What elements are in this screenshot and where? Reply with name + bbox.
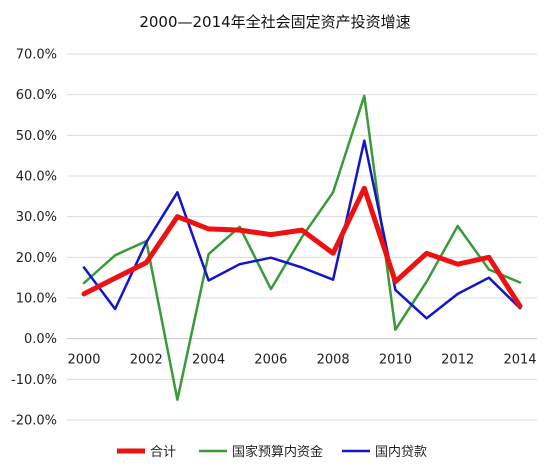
- legend-label: 国家预算内资金: [232, 444, 323, 460]
- x-tick-label: 2012: [441, 353, 474, 368]
- y-tick-label: 50.0%: [16, 129, 57, 144]
- x-tick-label: 2000: [67, 353, 100, 368]
- y-tick-label: 0.0%: [24, 332, 57, 347]
- series-lines: [81, 94, 523, 401]
- x-tick-label: 2008: [317, 353, 350, 368]
- x-tick-label: 2014: [503, 353, 536, 368]
- y-tick-label: 30.0%: [16, 210, 57, 225]
- y-tick-label: -10.0%: [11, 373, 57, 388]
- series-line-1: [82, 94, 522, 401]
- gridlines: [67, 53, 537, 421]
- x-axis-tick-labels: 2000 2002 2004 2006 2008 2010 2012 2014: [67, 353, 536, 368]
- y-tick-label: 40.0%: [16, 170, 57, 185]
- y-tick-label: -20.0%: [11, 414, 57, 429]
- chart-title: 2000—2014年全社会固定资产投资增速: [139, 13, 410, 31]
- x-tick-label: 2010: [379, 353, 412, 368]
- y-tick-label: 60.0%: [16, 88, 57, 103]
- x-tick-label: 2004: [192, 353, 225, 368]
- y-axis-tick-labels: 70.0% 60.0% 50.0% 40.0% 30.0% 20.0% 10.0% 0.0% -…: [11, 48, 57, 429]
- y-tick-label: 10.0%: [16, 292, 57, 307]
- y-tick-label: 70.0%: [16, 48, 57, 63]
- series-line-0: [81, 185, 523, 309]
- series-line-2: [82, 139, 522, 320]
- x-tick-label: 2006: [254, 353, 287, 368]
- legend: 合计 国家预算内资金 国内贷款: [117, 444, 427, 460]
- x-tick-label: 2002: [130, 353, 163, 368]
- legend-label: 合计: [150, 445, 176, 460]
- legend-label: 国内贷款: [375, 444, 427, 460]
- y-tick-label: 20.0%: [16, 251, 57, 266]
